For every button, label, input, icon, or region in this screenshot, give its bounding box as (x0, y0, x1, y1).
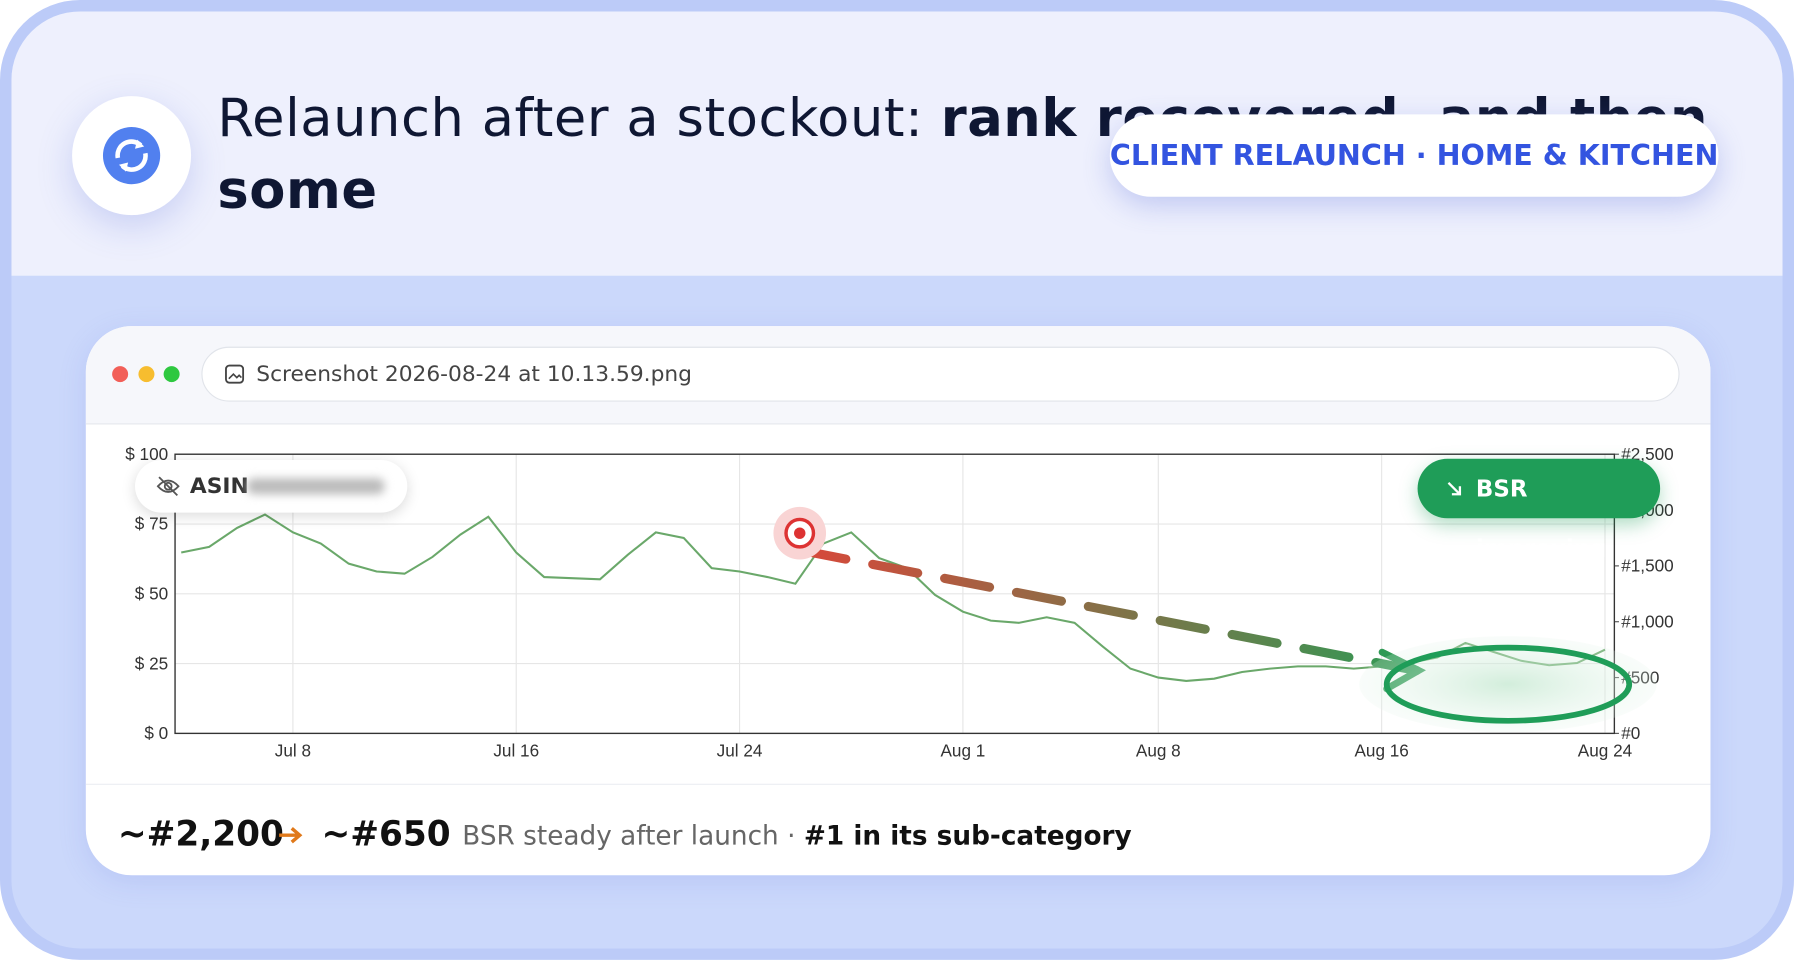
image-icon (225, 364, 245, 384)
window-dots (112, 366, 180, 383)
rank-to: ~#650 (321, 814, 451, 855)
highlight-glow (1359, 636, 1657, 733)
asin-label: ASIN (189, 473, 249, 499)
x-tick-label: Jul 16 (493, 740, 539, 760)
address-bar: Screenshot 2026-08-24 at 10.13.59.png (201, 346, 1680, 402)
hidden-icon (156, 476, 180, 497)
highlight-ring (1383, 644, 1633, 724)
down-right-arrow (1447, 482, 1462, 496)
headline-regular: Relaunch after a stockout: (217, 86, 941, 149)
window-bar: Screenshot 2026-08-24 at 10.13.59.png (85, 326, 1711, 425)
y-tick-label: $ 25 (135, 653, 168, 673)
icon-graphic (102, 126, 161, 185)
arrow-icon (279, 827, 303, 844)
note-text: BSR steady after launch · (462, 821, 804, 852)
x-tick-label: Aug 16 (1354, 740, 1408, 760)
footer-strip (85, 783, 1711, 876)
status-pill: BSR improving (1417, 458, 1661, 562)
footer-note: BSR steady after launch · #1 in its sub-… (462, 821, 1131, 851)
redacted-asin (247, 478, 385, 495)
rank-from: ~#2,200 (117, 814, 284, 855)
y-tick-label: $ 100 (125, 444, 168, 464)
filename: Screenshot 2026-08-24 at 10.13.59.png (256, 361, 692, 387)
screenshot-window: Screenshot 2026-08-24 at 10.13.59.png (85, 326, 1711, 876)
marker-dot (794, 527, 806, 539)
status-text: BSR improving (1475, 474, 1607, 562)
y2-tick-label: #1,000 (1621, 611, 1673, 631)
y-tick-label: $ 75 (135, 514, 168, 534)
badge: CLIENT RELAUNCH · HOME & KITCHEN (1109, 114, 1719, 197)
trend-annotation (796, 545, 1422, 676)
plot-frame (174, 453, 1616, 735)
y-tick-label: $ 50 (135, 584, 168, 604)
bsr-line (181, 513, 1606, 682)
asin-pill: ASIN (135, 459, 408, 513)
x-tick-label: Aug 1 (940, 740, 985, 760)
x-tick-label: Jul 8 (275, 740, 311, 760)
x-tick-label: Jul 24 (717, 740, 763, 760)
x-tick-label: Aug 24 (1578, 740, 1633, 760)
note-highlight: #1 in its sub-category (803, 821, 1132, 852)
y2-tick-label: #0 (1621, 723, 1640, 743)
y-tick-label: $ 0 (144, 723, 168, 743)
y2-tick-label: #1,500 (1621, 556, 1673, 576)
relaunch-icon (72, 96, 192, 216)
x-tick-label: Aug 8 (1136, 740, 1181, 760)
